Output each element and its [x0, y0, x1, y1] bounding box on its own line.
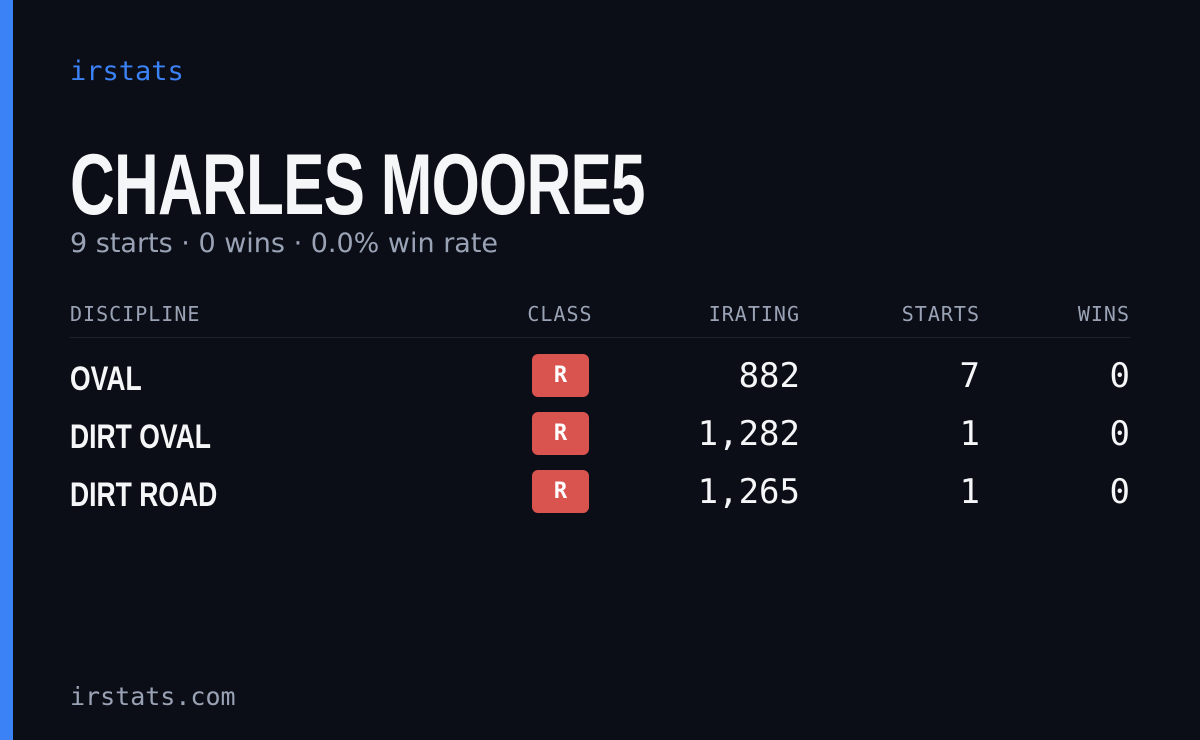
summary: 9 starts · 0 wins · 0.0% win rate — [70, 228, 499, 259]
wins: 0 — [1109, 414, 1130, 454]
brand: irstats — [70, 56, 184, 87]
discipline: DIRT OVAL — [70, 418, 211, 456]
class-badge: R — [532, 470, 589, 513]
class-badge: R — [532, 354, 589, 397]
header-rule — [70, 337, 1130, 338]
starts: 1 — [959, 472, 980, 512]
irating: 882 — [738, 356, 800, 396]
column-header: WINS — [1077, 302, 1130, 326]
wins: 0 — [1109, 356, 1130, 396]
wins: 0 — [1109, 472, 1130, 512]
starts: 1 — [959, 414, 980, 454]
column-header: STARTS — [901, 302, 980, 326]
class-badge: R — [532, 412, 589, 455]
starts: 7 — [959, 356, 980, 396]
discipline: OVAL — [70, 360, 142, 398]
irating: 1,265 — [697, 472, 800, 512]
footer: irstats.com — [70, 682, 236, 711]
column-header: CLASS — [527, 302, 593, 326]
column-header: DISCIPLINE — [70, 302, 201, 326]
irating: 1,282 — [697, 414, 800, 454]
column-header: IRATING — [708, 302, 800, 326]
driver-name: CHARLES MOORE5 — [70, 137, 645, 233]
discipline: DIRT ROAD — [70, 476, 218, 514]
accent-bar — [0, 0, 13, 740]
